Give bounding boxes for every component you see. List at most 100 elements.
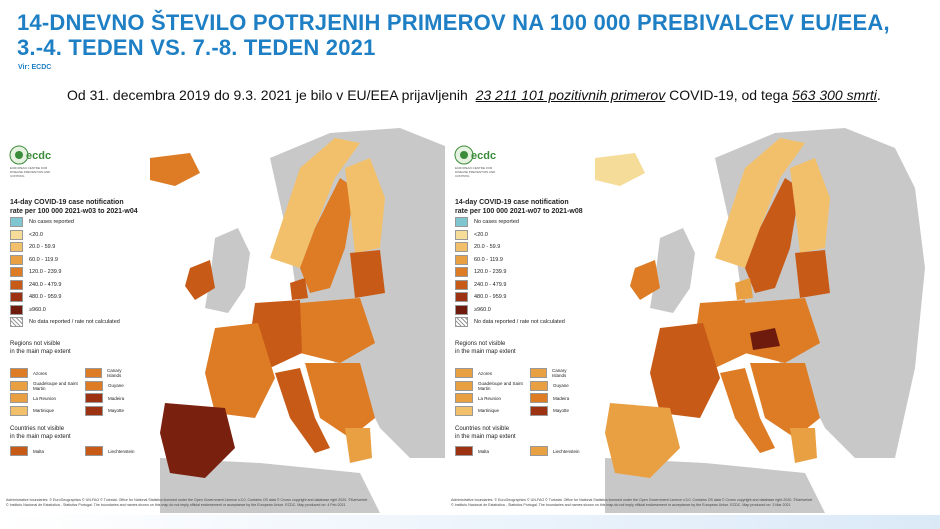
region-item: Madeira <box>530 393 569 403</box>
legend-item: No cases reported <box>10 216 120 229</box>
ecdc-globe-icon <box>9 145 29 165</box>
region-item-label: Madeira <box>553 395 570 401</box>
region-item-swatch <box>10 380 28 391</box>
ecdc-logo: ecdc EUROPEAN CENTRE FOR DISEASE PREVENT… <box>8 136 68 178</box>
finland <box>790 158 830 253</box>
ecdc-subtitle: EUROPEAN CENTRE FOR DISEASE PREVENTION A… <box>10 166 51 178</box>
uk-land <box>650 228 695 313</box>
legend-swatch <box>455 229 468 240</box>
ecdc-subtitle: EUROPEAN CENTRE FOR DISEASE PREVENTION A… <box>455 166 496 178</box>
region-item-label: Canary Islands <box>106 368 122 378</box>
balkans <box>750 363 820 438</box>
map-footnote: Administrative boundaries: © EuroGeograp… <box>451 498 813 507</box>
balkans <box>305 363 375 438</box>
country-item-label: Malta <box>33 448 45 454</box>
denmark <box>735 278 753 300</box>
legend-title: 14-day COVID-19 case notification rate p… <box>10 199 138 215</box>
country-item-swatch <box>455 446 473 456</box>
greece <box>345 428 372 463</box>
ecdc-logo-text: ecdc <box>26 150 52 162</box>
region-item-label: Guyane <box>108 383 124 388</box>
ireland <box>185 260 215 300</box>
legend: No cases reported <20.0 20.0 - 59.9 60.0 - … <box>455 216 565 329</box>
region-item: Mayotte <box>85 405 124 416</box>
region-item: Guadeloupe and Saint Martin <box>10 380 81 391</box>
stat-end: . <box>876 87 881 103</box>
region-item-swatch <box>10 368 28 378</box>
legend-swatch <box>455 292 468 303</box>
region-item-label: La Reunion <box>478 395 502 401</box>
region-item-label: La Reunion <box>33 395 57 401</box>
sweden <box>745 178 800 293</box>
stat-cases: 23 211 101 pozitivnih primerov <box>475 87 666 103</box>
legend-item: 60.0 - 119.9 <box>10 254 120 267</box>
legend-label: No data reported / rate not calculated <box>29 319 120 326</box>
country-item-label: Liechtenstein <box>108 448 135 454</box>
europe-map <box>150 128 480 513</box>
legend-item: 120.0 - 239.9 <box>10 266 120 279</box>
legend-title: 14-day COVID-19 case notification rate p… <box>455 199 583 215</box>
legend-swatch <box>455 304 468 315</box>
denmark <box>290 278 308 300</box>
region-item-label: Mayotte <box>553 408 570 413</box>
stat-prefix: Od 31. decembra 2019 do 9.3. 2021 je bil… <box>67 87 468 103</box>
legend-swatch <box>455 279 468 290</box>
legend-swatch <box>10 217 23 228</box>
stat-deaths: 563 300 smrti <box>792 87 877 103</box>
legend-label: 120.0 - 239.9 <box>29 269 62 276</box>
region-item-label: Guadeloupe and Saint Martin <box>33 380 78 391</box>
region-item-label: Azores <box>33 370 48 376</box>
legend-swatch <box>10 254 23 265</box>
country-item: Malta <box>455 446 489 456</box>
iberia <box>160 403 235 478</box>
iceland <box>595 153 645 186</box>
title-line-1: 14-DNEVNO ŠTEVILO POTRJENIH PRIMEROV NA … <box>17 10 890 35</box>
map-panel-weeks-7-8: ecdc EUROPEAN CENTRE FOR DISEASE PREVENT… <box>445 128 935 513</box>
country-item-swatch <box>85 446 103 456</box>
regions-title: Regions not visible in the main map exte… <box>10 341 71 355</box>
north-africa <box>160 458 380 513</box>
stat-middle: COVID-19, od tega <box>669 87 789 103</box>
italy <box>275 368 330 453</box>
region-item: La Reunion <box>10 393 56 403</box>
region-item-label: Martinique <box>478 408 500 413</box>
legend-item: No data reported / rate not calculated <box>455 316 565 329</box>
region-item-swatch <box>530 405 548 416</box>
legend-item: 20.0 - 59.9 <box>455 241 565 254</box>
source-label: Vir: ECDC <box>18 64 52 71</box>
region-item-swatch <box>85 393 103 403</box>
region-item-label: Guyane <box>553 383 569 388</box>
region-item-label: Canary Islands <box>551 368 567 378</box>
region-item-swatch <box>10 393 28 403</box>
legend-swatch <box>10 292 23 303</box>
region-item: Guyane <box>530 380 569 391</box>
legend-label: <20.0 <box>474 231 488 238</box>
baltics <box>350 250 385 298</box>
legend-swatch <box>455 317 468 328</box>
ecdc-logo-text: ecdc <box>471 150 497 162</box>
region-item-swatch <box>455 393 473 403</box>
france <box>650 323 720 418</box>
region-item-swatch <box>85 405 103 416</box>
legend-swatch <box>455 217 468 228</box>
region-item: Canary Islands <box>85 368 135 378</box>
country-item-label: Liechtenstein <box>553 448 580 454</box>
legend-label: 20.0 - 59.9 <box>29 244 56 251</box>
uk-land <box>205 228 250 313</box>
region-item-label: Guadeloupe and Saint Martin <box>478 380 523 391</box>
region-item: Martinique <box>10 405 54 416</box>
north-africa <box>605 458 825 513</box>
legend-item: ≥960.0 <box>10 304 120 317</box>
map-footnote: Administrative boundaries: © EuroGeograp… <box>6 498 368 507</box>
baltics <box>795 250 830 298</box>
italy <box>720 368 775 453</box>
region-item: Madeira <box>85 393 124 403</box>
slide-title: 14-DNEVNO ŠTEVILO POTRJENIH PRIMEROV NA … <box>17 10 890 60</box>
region-item: Guadeloupe and Saint Martin <box>455 380 526 391</box>
legend-swatch <box>10 304 23 315</box>
country-item: Liechtenstein <box>85 446 135 456</box>
norway <box>270 138 360 268</box>
region-item-swatch <box>530 368 547 378</box>
legend-swatch <box>455 254 468 265</box>
countries-title: Countries not visible in the main map ex… <box>10 426 71 440</box>
